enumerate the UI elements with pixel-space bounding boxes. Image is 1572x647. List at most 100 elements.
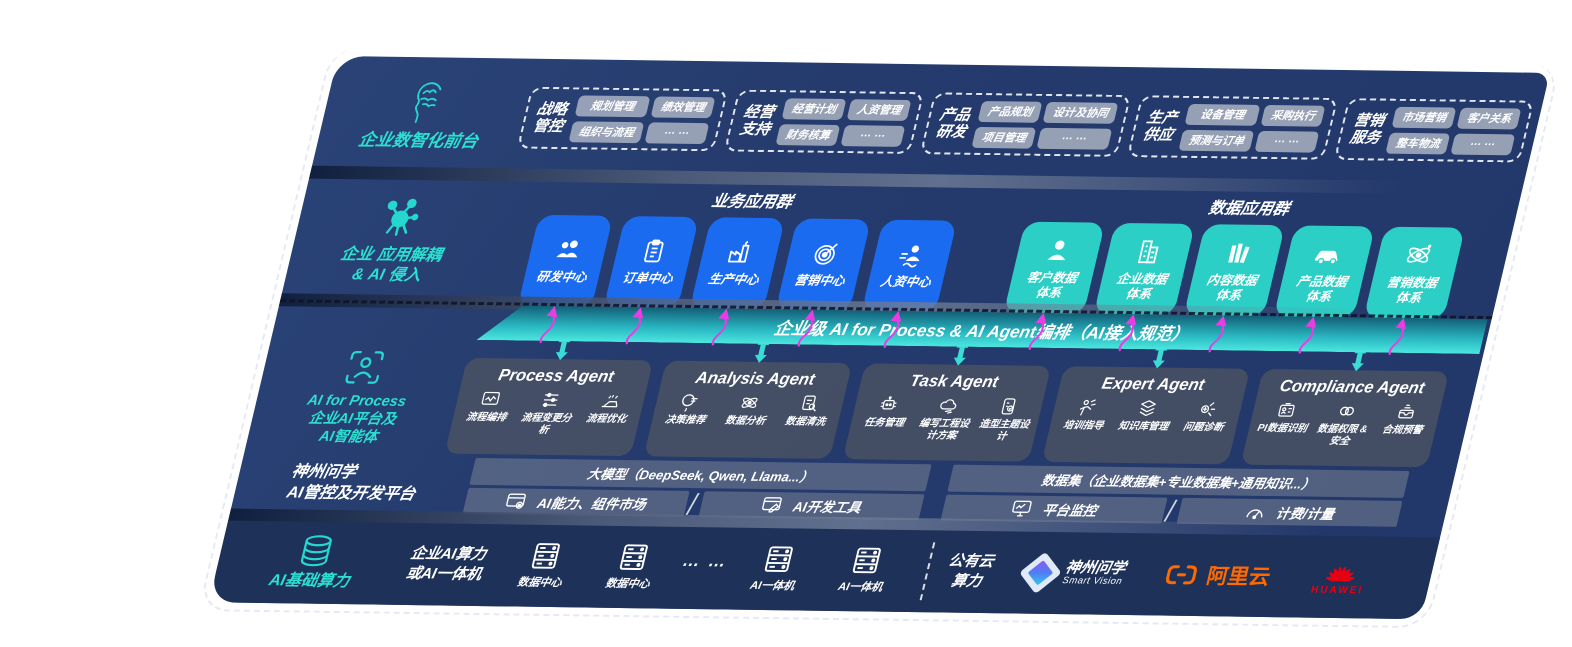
optimization-icon [601,394,619,408]
alibaba-bracket-icon [1165,565,1197,585]
front-group-name: 产品 研发 [934,106,973,141]
box-label: 产品数据 体系 [1295,273,1349,304]
app-layer-label: 企业 应用解耦 & AI 侵入 [338,246,444,285]
module-chip: 财务核算 [775,123,841,146]
magenta-arrow-icon [1388,317,1407,356]
magenta-arrow-icon [883,310,902,349]
atom-small-icon [741,397,758,408]
magenta-arrow-icon [1028,312,1047,351]
front-layer: 企业数智化前台 战略 管控 规划管理 绩效管理 组织与流程 … … 经营 支持 [313,66,1548,181]
front-layer-label: 企业数智化前台 [356,130,480,152]
books-icon [1228,243,1250,263]
agent-items: 培训指导 知识库管理 问题诊断 [1055,397,1237,434]
front-group-chips: 设备管理 采购执行 预测与订单 … … [1178,103,1326,153]
agent-item: 流程优化 [578,390,640,426]
agent-items: 决策推荐 数据分析 [657,392,839,429]
permission-rings-icon [1339,406,1354,416]
module-chip: … … [644,121,710,144]
agent-title: Analysis Agent [693,369,817,389]
module-chip: … … [840,124,906,147]
node-ai-appliance-1: AI一体机 [749,545,804,593]
magenta-arrow-icon [1118,314,1137,352]
agent-item: 流程变更分析 [515,390,580,438]
box-label: 营销中心 [792,273,847,289]
building-icon [1137,239,1159,263]
cloud-design-icon [940,399,957,414]
platform-model-half: 大模型（DeepSeek, Qwen, Llama...） AI能力、组件市场 [462,457,932,521]
magenta-arrow-icon [711,308,730,346]
node-ai-appliance-2: AI一体机 [837,546,892,594]
atom-icon [1406,244,1432,263]
biz-box-rd-center: 研发中心 [517,214,614,344]
window-pen-icon [762,497,782,513]
agent-item: 知识库管理 [1115,398,1177,434]
people-icon [556,240,578,258]
smartvision-diamond-icon [1019,551,1062,595]
agent-item: 造型主题设计 [973,396,1038,444]
box-label: 生产中心 [706,272,761,287]
agent-item: PI数据识别 [1254,400,1316,436]
window-gear-icon [506,493,527,509]
platform-dataset-half: 数据集（企业数据集+专业数据集+通用知识...） 平台监控 计费/计量 [940,464,1410,527]
agent-item: 决策推荐 [657,392,719,428]
module-chip: 设计及协同 [1042,101,1119,124]
platform-label: 神州问学 AI管控及开发平台 [284,463,417,504]
app-layer: 企业 应用解耦 & AI 侵入 业务应用群 研发中心 [281,182,1520,356]
database-icon [300,535,332,567]
data-app-group: 数据应用群 客户数据 体系 [1003,192,1472,356]
data-box-customer: 客户数据 体系 [1003,221,1106,351]
box-label: 客户数据 体系 [1025,270,1079,300]
cell-billing: 计费/计量 [1175,497,1403,527]
magenta-arrow-icon [539,306,558,344]
agent-layer-label: AI for Process 企业AI平台及 AI智能体 [305,392,408,446]
speedometer-icon [1246,509,1263,520]
front-group-chips: 产品规划 设计及协同 项目管理 … … [971,100,1119,150]
server-icon [852,547,881,574]
module-chip: … … [1450,133,1516,155]
model-bar: 大模型（DeepSeek, Qwen, Llama...） [469,457,932,492]
front-group-strategy: 战略 管控 规划管理 绩效管理 组织与流程 … … [516,86,729,152]
business-group-title: 业务应用群 [709,193,794,212]
agent-layer: AI for Process 企业AI平台及 AI智能体 Process Age… [245,334,1483,468]
data-box-enterprise: 企业数据 体系 [1093,222,1196,352]
cell-ai-devtools: AI开发工具 [698,491,925,521]
car-icon [1314,250,1338,265]
front-group-chips: 规划管理 绩效管理 组织与流程 … … [568,94,716,144]
module-chip: 人资管理 [846,98,912,121]
front-group-name: 经营 支持 [738,103,777,139]
box-label: 人资中心 [878,274,933,290]
module-chip: … … [1036,127,1113,150]
front-layer-groups: 战略 管控 规划管理 绩效管理 组织与流程 … … 经营 支持 经营计划 人资管理 … [513,69,1572,181]
module-chip: 组织与流程 [568,120,645,143]
agent-item: 合规预警 [1374,402,1436,438]
platform-layer: 神州问学 AI管控及开发平台 大模型（DeepSeek, Qwen, Llama… [231,455,1456,528]
agent-item: 问题诊断 [1175,399,1237,435]
magenta-arrow-icon [625,307,644,345]
agent-card-process: Process Agent 流程编排 流程变更分析 [444,334,654,457]
biz-box-production-center: 生产中心 [689,217,786,346]
node-datacenter-2: 数据中心 [604,543,659,591]
data-group-title: 数据应用群 [1206,200,1291,219]
front-group-marketing: 营销 服务 市场营销 客户关系 整车物流 … … [1333,98,1535,163]
clipboard-icon [644,239,664,263]
alert-tray-icon [1398,404,1414,419]
person-icon [1047,240,1066,260]
agent-items: 任务管理 编写工程设计方案 造型 [853,394,1038,443]
module-chip: 规划管理 [574,94,651,117]
agent-card-analysis: Analysis Agent 决策推荐 [643,336,853,459]
dashed-divider [919,542,936,601]
magenta-arrow-icon [797,309,816,348]
agent-item: 数据权限 & 安全 [1311,401,1376,449]
server-icon [764,546,793,573]
module-chip: 设备管理 [1184,103,1261,126]
huawei-logo: HUAWEI [1310,558,1371,596]
module-chip: 绩效管理 [650,95,716,118]
front-group-name: 战略 管控 [531,100,570,136]
data-box-content: 内容数据 体系 [1183,224,1286,353]
module-chip: 市场营销 [1391,106,1457,129]
training-icon [1079,399,1096,416]
box-label: 企业数据 体系 [1115,271,1169,301]
theme-design-icon [1001,398,1016,415]
brain-head-icon [414,82,442,124]
